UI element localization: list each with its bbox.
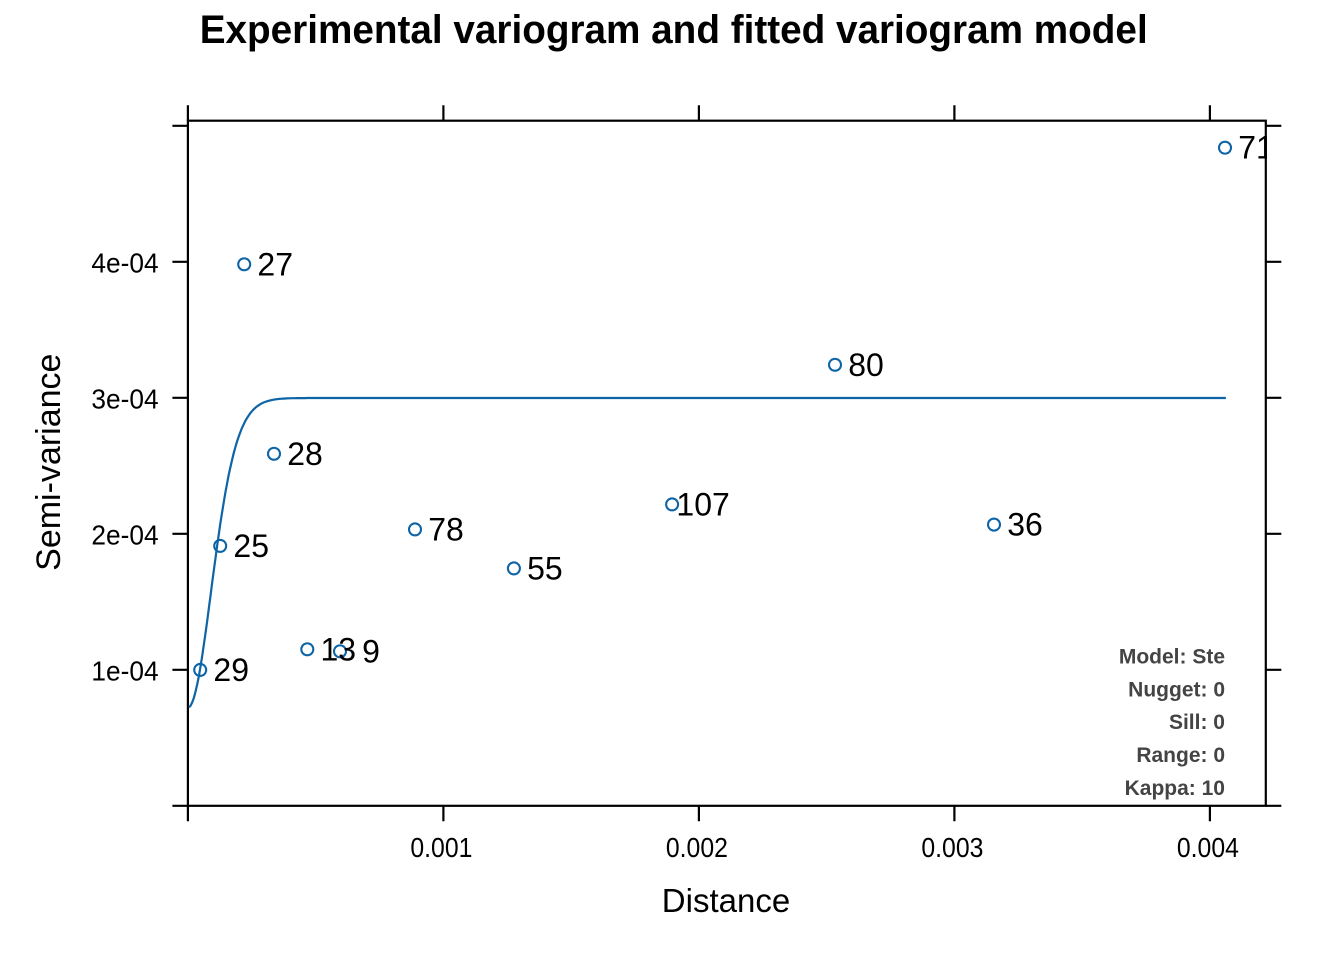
svg-text:Range: 0: Range: 0 <box>1136 744 1225 767</box>
svg-text:71: 71 <box>1238 130 1274 166</box>
svg-text:0.004: 0.004 <box>1177 832 1239 863</box>
svg-text:0.002: 0.002 <box>666 832 728 863</box>
svg-text:3e-04: 3e-04 <box>91 384 158 415</box>
svg-text:Sill: 0: Sill: 0 <box>1169 711 1225 734</box>
svg-text:4e-04: 4e-04 <box>91 248 158 279</box>
svg-text:1e-04: 1e-04 <box>91 656 158 687</box>
svg-text:Model: Ste: Model: Ste <box>1119 646 1225 669</box>
svg-text:36: 36 <box>1007 507 1043 543</box>
svg-text:107: 107 <box>676 486 729 522</box>
svg-text:29: 29 <box>213 652 249 688</box>
svg-text:0.001: 0.001 <box>410 832 472 863</box>
svg-text:0.003: 0.003 <box>921 832 983 863</box>
svg-text:80: 80 <box>848 347 884 383</box>
svg-text:Kappa: 10: Kappa: 10 <box>1125 777 1225 800</box>
svg-text:78: 78 <box>428 511 464 547</box>
svg-text:Experimental variogram and fit: Experimental variogram and fitted variog… <box>200 8 1148 52</box>
svg-text:13: 13 <box>321 631 357 667</box>
svg-text:Nugget: 0: Nugget: 0 <box>1128 678 1225 701</box>
svg-text:25: 25 <box>233 528 269 564</box>
svg-text:Semi-variance: Semi-variance <box>30 354 68 571</box>
svg-text:Distance: Distance <box>662 882 790 919</box>
svg-text:28: 28 <box>287 436 323 472</box>
svg-text:27: 27 <box>257 246 293 282</box>
svg-text:55: 55 <box>527 550 563 586</box>
svg-text:9: 9 <box>362 633 380 669</box>
svg-text:2e-04: 2e-04 <box>91 520 158 551</box>
